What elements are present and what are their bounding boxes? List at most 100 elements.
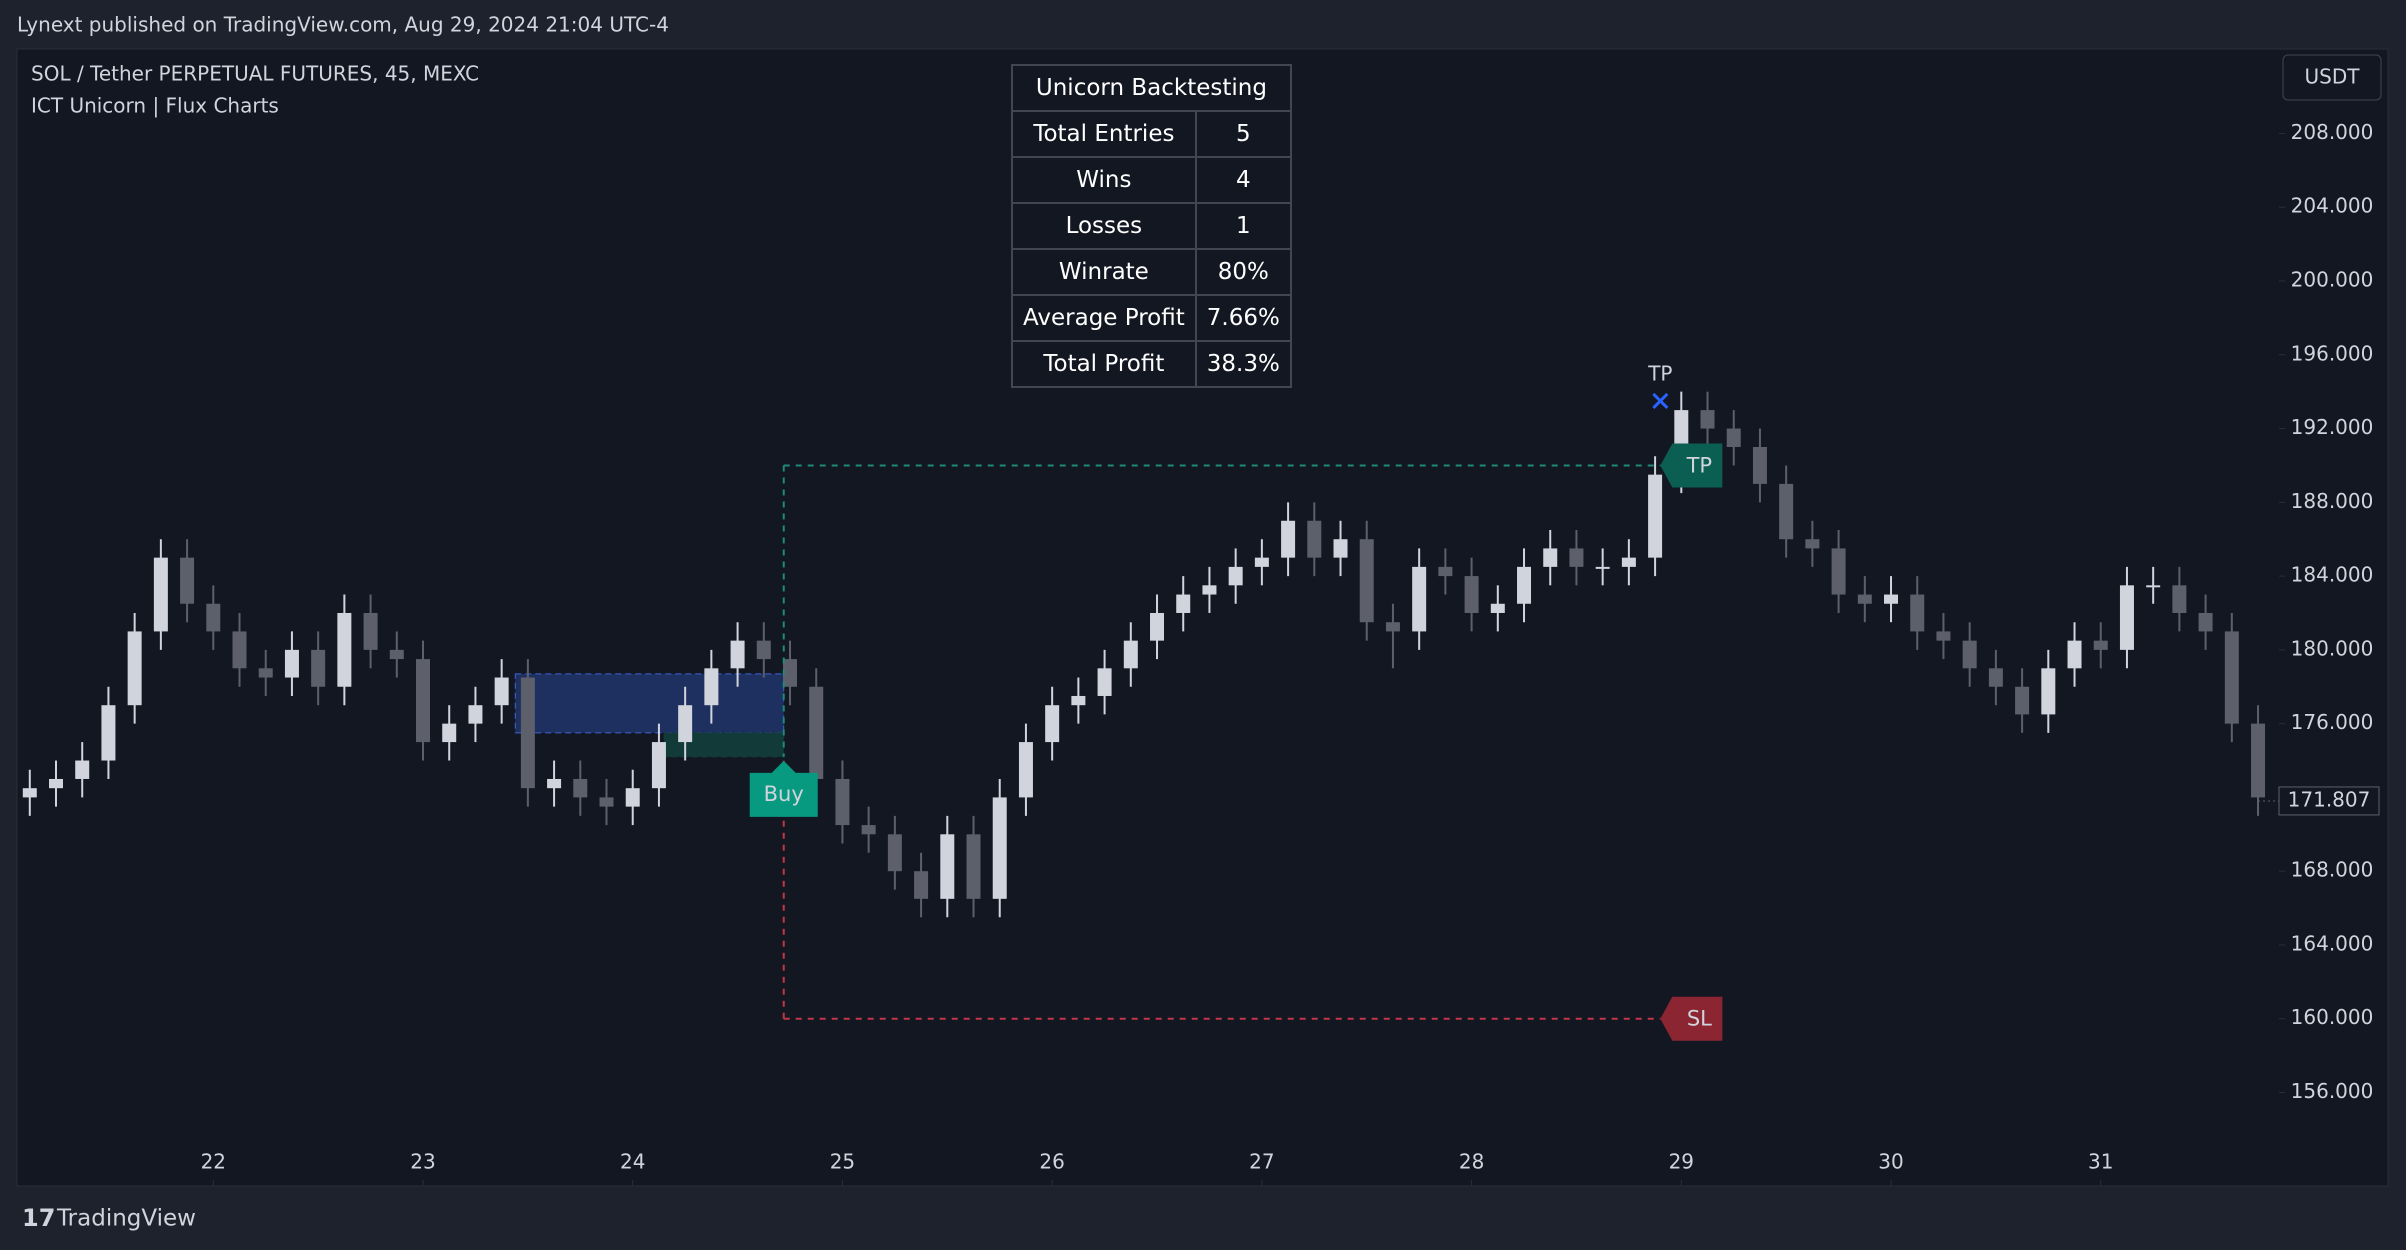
level-tag-label: SL — [1687, 1007, 1712, 1031]
candle-body — [966, 834, 981, 899]
y-tick-label: 180.000 — [2291, 636, 2374, 660]
candle-body — [1412, 566, 1427, 632]
table-title: Unicorn Backtesting — [1011, 64, 1292, 112]
table-value: 1 — [1194, 202, 1292, 250]
candle-body — [1281, 520, 1296, 558]
candle-body — [625, 788, 640, 807]
candle-body — [494, 677, 509, 706]
candle-body — [284, 649, 299, 678]
x-tick-label: 30 — [1878, 1150, 1903, 1174]
candle-body — [1805, 539, 1820, 549]
x-tick-label: 26 — [1039, 1150, 1064, 1174]
candle-body — [573, 778, 588, 798]
candle-body — [1333, 539, 1348, 558]
candle-body — [153, 557, 168, 632]
candle-body — [180, 557, 195, 604]
y-tick-label: 200.000 — [2291, 268, 2374, 292]
candle-body — [363, 612, 378, 650]
candle-body — [547, 778, 562, 789]
candle-body — [2172, 585, 2187, 613]
candle-body — [914, 871, 929, 899]
candle-body — [1097, 668, 1112, 696]
candle-body — [1071, 695, 1086, 706]
candle-body — [1045, 705, 1060, 743]
candle-body — [2251, 723, 2266, 798]
currency[interactable]: USDT — [2305, 65, 2361, 89]
tp-hit-marker — [1652, 392, 1669, 409]
indicator: ICT Unicorn | Flux Charts — [31, 94, 279, 118]
table-label: Total Entries — [1011, 110, 1197, 158]
candle-body — [1202, 585, 1217, 595]
candle-body — [232, 631, 247, 669]
zone — [514, 673, 785, 734]
currency-button[interactable] — [2282, 54, 2382, 101]
candle-body — [730, 640, 745, 669]
level-tag — [1660, 996, 1723, 1041]
table-label: Total Profit — [1011, 340, 1197, 388]
y-tick-label: 160.000 — [2291, 1005, 2374, 1029]
candle-body — [1150, 612, 1165, 641]
table-value: 7.66% — [1194, 294, 1292, 342]
candle-body — [1438, 566, 1453, 577]
x-tick-label: 25 — [830, 1150, 855, 1174]
candle-body — [520, 677, 535, 789]
candle-body — [2198, 612, 2213, 632]
symbol: SOL / Tether PERPETUAL FUTURES, 45, MEXC — [31, 62, 479, 86]
candle-body — [1988, 668, 2003, 687]
candle-body — [22, 788, 37, 798]
candle-body — [1726, 428, 1741, 447]
candle-body — [2224, 631, 2239, 724]
candle-body — [1857, 594, 1872, 604]
candle-body — [101, 705, 116, 761]
candle-body — [678, 705, 693, 743]
brand[interactable]: TradingView — [56, 1206, 196, 1232]
candle-body — [1936, 631, 1951, 641]
candle-body — [127, 631, 142, 706]
table-label: Average Profit — [1011, 294, 1197, 342]
y-tick-label: 168.000 — [2291, 858, 2374, 882]
candle-body — [1123, 640, 1138, 669]
published-note: Lynext published on TradingView.com, Aug… — [17, 13, 669, 37]
candle-body — [1307, 520, 1322, 558]
candle-body — [442, 723, 457, 743]
candle-body — [887, 834, 902, 872]
y-tick-label: 184.000 — [2291, 563, 2374, 587]
candle-body — [206, 603, 221, 632]
candle-body — [1254, 557, 1269, 567]
table-value: 80% — [1194, 248, 1292, 296]
tp-hit-label: TP — [1647, 361, 1672, 385]
candle-body — [1464, 576, 1479, 613]
candle-body — [809, 686, 824, 779]
candle-body — [1831, 548, 1846, 595]
table-label: Winrate — [1011, 248, 1197, 296]
candle-body — [468, 705, 483, 724]
buy-label: Buy — [764, 782, 804, 806]
candle-body — [1359, 539, 1374, 623]
candle-body — [704, 668, 719, 706]
candle-body — [1595, 566, 1610, 569]
candle-body — [1648, 474, 1663, 558]
candle-body — [1517, 566, 1532, 604]
plot: TP SL Buy TP — [22, 361, 2266, 1041]
candle-body — [2015, 686, 2030, 715]
candle-body — [75, 760, 90, 779]
y-tick-label: 208.000 — [2291, 120, 2374, 144]
buy-tag — [749, 760, 818, 817]
candle-body — [783, 659, 798, 687]
candle-body — [1779, 483, 1794, 540]
y-tick-label: 196.000 — [2291, 341, 2374, 365]
level-tag — [1660, 443, 1723, 488]
candle-body — [1752, 446, 1767, 484]
candle-body — [2119, 585, 2134, 650]
table-value: 4 — [1194, 156, 1292, 204]
candle-body — [311, 649, 326, 687]
table-value: 5 — [1194, 110, 1292, 158]
x-tick-label: 28 — [1459, 1150, 1484, 1174]
candle-body — [1543, 548, 1558, 567]
candle-body — [940, 834, 955, 899]
candle-body — [2067, 640, 2082, 669]
logo-icon: 17 — [22, 1204, 55, 1232]
x-tick-label: 29 — [1669, 1150, 1694, 1174]
candle-body — [2093, 640, 2108, 650]
